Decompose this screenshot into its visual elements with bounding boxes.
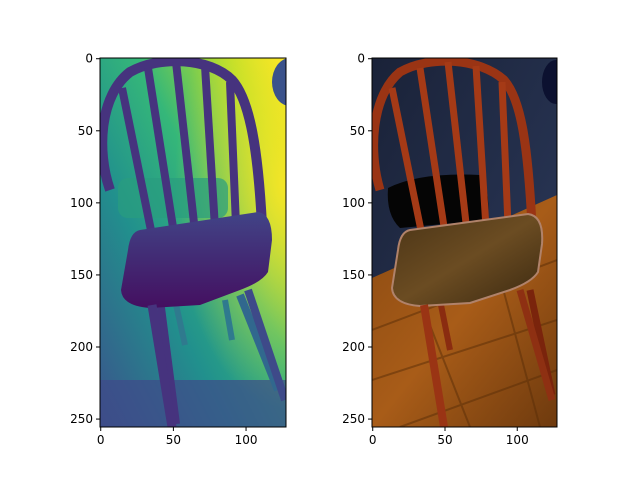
y-tick-label: 250 <box>70 412 93 426</box>
y-tick-label: 100 <box>342 196 365 210</box>
depth-map-frame <box>99 57 287 428</box>
rgb-image-panel: 0 50 100 0 50 100 150 200 250 <box>342 52 558 447</box>
y-tick-label: 150 <box>342 268 365 282</box>
x-tick-label: 50 <box>166 433 181 447</box>
x-tick-label: 100 <box>235 433 258 447</box>
rgb-image <box>372 58 557 427</box>
y-tick-label: 150 <box>70 268 93 282</box>
depth-map-panel: 0 50 100 0 50 100 150 200 250 <box>70 52 287 447</box>
rgb-image-axes: 0 50 100 0 50 100 150 200 250 <box>342 52 529 447</box>
x-tick-label: 100 <box>506 433 529 447</box>
y-tick-label: 0 <box>85 52 93 66</box>
y-tick-label: 100 <box>70 196 93 210</box>
y-tick-label: 200 <box>70 340 93 354</box>
y-tick-label: 0 <box>357 52 365 66</box>
rgb-image-frame <box>371 57 558 428</box>
y-tick-label: 250 <box>342 412 365 426</box>
y-tick-label: 50 <box>350 124 365 138</box>
x-tick-label: 0 <box>369 433 377 447</box>
y-tick-label: 200 <box>342 340 365 354</box>
y-tick-label: 50 <box>78 124 93 138</box>
depth-map-image <box>100 58 286 427</box>
x-tick-label: 50 <box>437 433 452 447</box>
depth-map-axes: 0 50 100 0 50 100 150 200 250 <box>70 52 257 447</box>
x-tick-label: 0 <box>97 433 105 447</box>
